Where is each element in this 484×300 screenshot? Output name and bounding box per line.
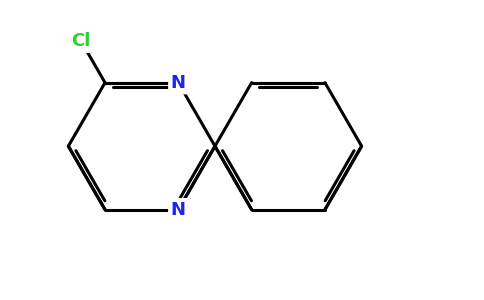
Text: N: N [171, 201, 186, 219]
Text: N: N [171, 74, 186, 92]
Text: Cl: Cl [72, 32, 91, 50]
